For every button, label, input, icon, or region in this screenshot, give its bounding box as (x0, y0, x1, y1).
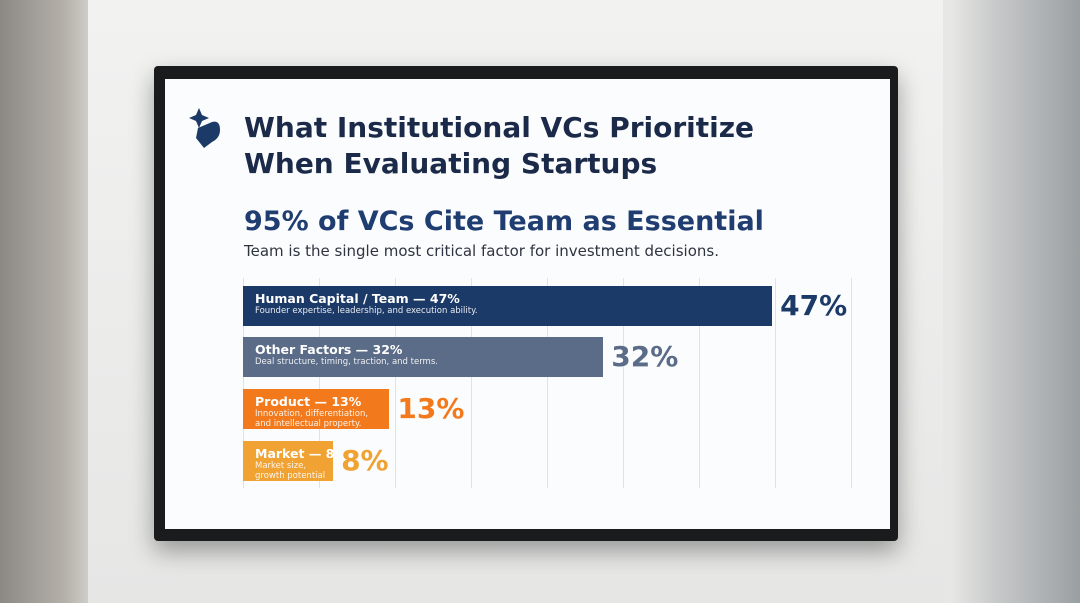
bar: Other Factors — 32% Deal structure, timin… (243, 337, 604, 377)
bar: Market — 8%Market size, growth potential… (243, 441, 334, 481)
bar-description: Market size, growth potential and compet… (255, 461, 326, 481)
bar-label: Product — 13% (255, 394, 362, 409)
title-line: When Evaluating Startups (244, 147, 658, 180)
headline: 95% of VCs Cite Team as Essential (244, 206, 764, 237)
bar-description: Deal structure, timing, traction, and te… (255, 357, 438, 367)
grid-line (395, 278, 396, 488)
chart-area: Human Capital / Team — 47% Founder expert… (243, 278, 852, 488)
title-line: What Institutional VCs Prioritize (244, 111, 755, 144)
subtitle: Team is the single most critical factor … (244, 242, 719, 260)
grid-line (623, 278, 624, 488)
bar: Product — 13% Innovation, differentiation… (243, 389, 390, 429)
grid-line (851, 278, 852, 488)
bar: Human Capital / Team — 47% Founder expert… (243, 286, 773, 326)
grid-line (243, 278, 244, 488)
bar-label: Human Capital / Team — 47% (255, 291, 460, 306)
grid-line (699, 278, 700, 488)
grid-line (471, 278, 472, 488)
value-label: 8% (341, 444, 389, 477)
value-label: 13% (397, 392, 465, 425)
grid-line (775, 278, 776, 488)
bar-description: Innovation, differentiation, and intelle… (255, 409, 369, 429)
chart-title: What Institutional VCs Prioritize When E… (244, 110, 754, 182)
grid-line (319, 278, 320, 488)
grid-line (547, 278, 548, 488)
bar-description: Founder expertise, leadership, and execu… (255, 306, 478, 316)
bar-label: Other Factors — 32% (255, 342, 403, 357)
logo (189, 108, 220, 148)
bar-label: Market — 8% (255, 446, 334, 461)
value-label: 32% (611, 340, 679, 373)
value-label: 47% (780, 289, 848, 322)
